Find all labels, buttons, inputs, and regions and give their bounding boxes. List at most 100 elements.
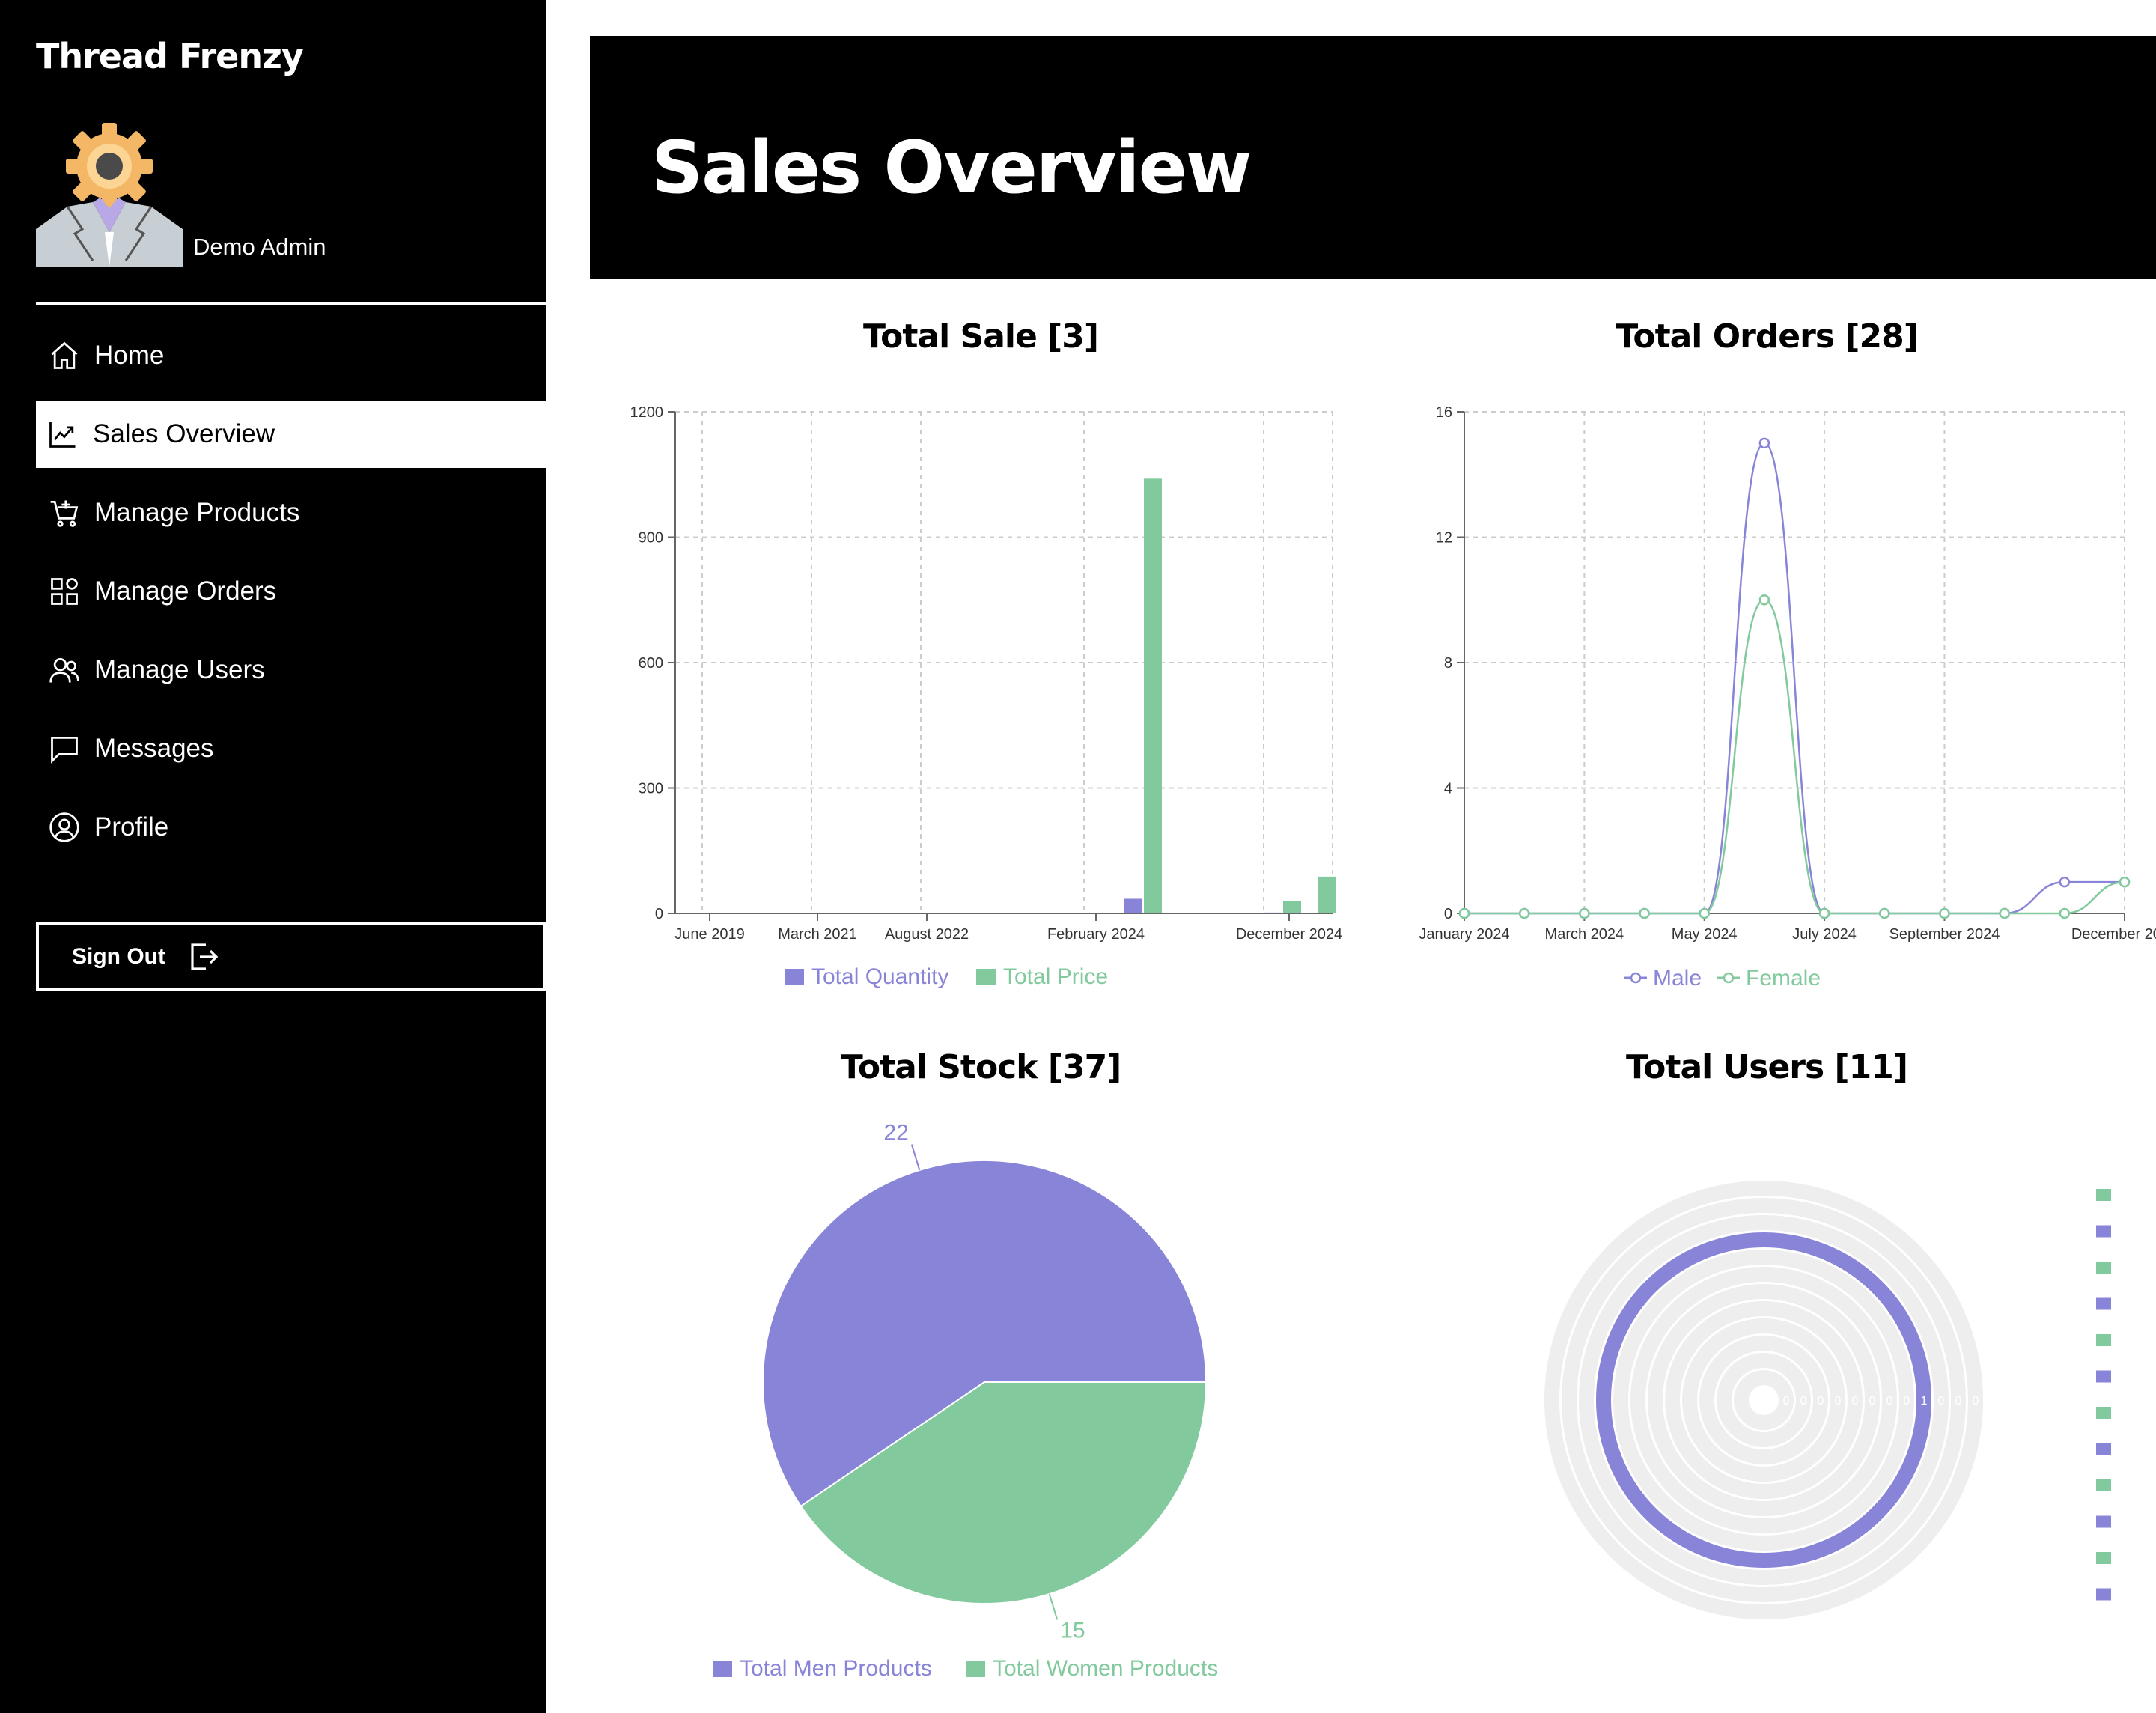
sidebar-item-messages[interactable]: Messages bbox=[36, 715, 546, 782]
legend-swatch bbox=[2096, 1552, 2111, 1564]
sidebar-item-home[interactable]: Home bbox=[36, 322, 546, 389]
point-female bbox=[1818, 907, 1830, 919]
point-female bbox=[1758, 594, 1770, 606]
radial-bar-value-label: 0 bbox=[1818, 1395, 1824, 1408]
message-icon bbox=[51, 736, 78, 764]
radial-background-ring bbox=[1717, 1353, 1811, 1447]
admin-name: Demo Admin bbox=[193, 234, 326, 260]
radial-bar-value-label: 0 bbox=[1938, 1395, 1945, 1408]
legend-swatch bbox=[2096, 1334, 2111, 1346]
sidebar-item-label: Sales Overview bbox=[93, 419, 275, 448]
y-tick-label: 4 bbox=[1444, 781, 1452, 797]
bar-total-price bbox=[1144, 478, 1162, 913]
radial-background-ring bbox=[1734, 1370, 1794, 1430]
pie-value-label: 15 bbox=[1060, 1618, 1085, 1643]
sidebar-item-label: Profile bbox=[94, 812, 169, 842]
x-tick-label: September 2024 bbox=[1889, 926, 2000, 943]
point-female bbox=[1579, 907, 1590, 919]
radial-background-ring bbox=[1562, 1198, 1966, 1602]
y-tick-label: 8 bbox=[1444, 655, 1452, 672]
y-tick-label: 0 bbox=[1444, 906, 1452, 922]
radial-background-ring bbox=[1665, 1301, 1863, 1499]
pie-value-label: 22 bbox=[883, 1121, 908, 1145]
legend-swatch bbox=[2096, 1588, 2111, 1601]
radial-bar-value-label: 0 bbox=[1886, 1395, 1893, 1408]
x-tick-label: January 2024 bbox=[1419, 926, 1509, 943]
x-tick-label: July 2024 bbox=[1792, 926, 1857, 943]
sidebar-item-manage-orders[interactable]: Manage Orders bbox=[36, 558, 546, 625]
user-circle-icon bbox=[49, 812, 79, 842]
legend-marker-female bbox=[1723, 972, 1735, 984]
legend-swatch bbox=[2096, 1370, 2111, 1383]
y-tick-label: 1200 bbox=[630, 404, 664, 421]
radial-background-ring bbox=[1648, 1284, 1880, 1516]
legend-swatch bbox=[2096, 1297, 2111, 1310]
pie-slice-women bbox=[800, 1381, 1208, 1604]
legend-swatch-women-products bbox=[966, 1661, 985, 1677]
point-female bbox=[1639, 907, 1650, 919]
legend-swatch bbox=[2096, 1515, 2111, 1528]
x-tick-label: March 2021 bbox=[778, 926, 857, 943]
radial-bar-value-label: 1 bbox=[1921, 1395, 1928, 1408]
total-users-chart-title: Total Users [11] bbox=[1626, 1048, 1908, 1086]
legend-swatch bbox=[2096, 1262, 2111, 1274]
radial-bar-value-label: 0 bbox=[1955, 1395, 1962, 1408]
sidebar-item-sales-overview[interactable]: Sales Overview bbox=[36, 401, 546, 468]
x-tick-label: June 2019 bbox=[674, 926, 744, 943]
radial-background-ring bbox=[1699, 1336, 1828, 1464]
point-female bbox=[1939, 907, 1950, 919]
point-female bbox=[1879, 907, 1890, 919]
pie-label-line bbox=[910, 1144, 921, 1171]
radial-bar-value-label: 0 bbox=[1800, 1395, 1807, 1408]
radial-bar-value-label: 0 bbox=[1869, 1395, 1876, 1408]
legend-swatch-men-products bbox=[713, 1661, 732, 1677]
y-tick-label: 300 bbox=[639, 781, 663, 797]
sign-out-label: Sign Out bbox=[72, 944, 165, 969]
legend-swatch-total-quantity bbox=[785, 969, 804, 985]
point-female bbox=[2059, 907, 2071, 919]
x-tick-label: May 2024 bbox=[1672, 926, 1738, 943]
legend-swatch bbox=[2096, 1225, 2111, 1238]
radial-background-ring bbox=[1613, 1250, 1914, 1551]
admin-avatar bbox=[36, 123, 183, 267]
radial-bar-value-label: 0 bbox=[1835, 1395, 1842, 1408]
y-tick-label: 16 bbox=[1436, 404, 1452, 421]
radial-background-ring bbox=[1630, 1267, 1897, 1533]
y-tick-label: 900 bbox=[639, 530, 663, 547]
home-icon bbox=[51, 341, 78, 369]
page-title: Sales Overview bbox=[651, 126, 1252, 210]
sidebar-item-manage-users[interactable]: Manage Users bbox=[36, 636, 546, 704]
x-tick-label: February 2024 bbox=[1047, 926, 1145, 943]
radial-background-ring bbox=[1579, 1215, 1949, 1585]
line-series-male bbox=[1464, 442, 2125, 915]
legend-swatch-total-price bbox=[976, 969, 996, 985]
legend-swatch bbox=[2096, 1443, 2111, 1455]
radial-background-ring bbox=[1544, 1181, 1983, 1619]
total-stock-chart-title: Total Stock [37] bbox=[840, 1048, 1122, 1086]
sidebar-item-manage-products[interactable]: Manage Products bbox=[36, 479, 546, 547]
users-icon bbox=[49, 657, 79, 683]
radial-background-ring bbox=[1682, 1318, 1845, 1482]
pie-slice-men bbox=[762, 1160, 1208, 1508]
legend-label-men-products: Total Men Products bbox=[740, 1656, 932, 1681]
point-male bbox=[1758, 437, 1770, 449]
gear-icon bbox=[66, 123, 153, 210]
sign-out-button[interactable]: Sign Out bbox=[36, 922, 546, 991]
y-tick-label: 600 bbox=[639, 655, 663, 672]
total-stock-pie-chart: 22 15 Total Men Products Total Women Produc… bbox=[713, 1121, 1218, 1681]
legend-swatch bbox=[2096, 1407, 2111, 1419]
radial-bar bbox=[1596, 1232, 1931, 1568]
line-series-female bbox=[1464, 598, 2125, 915]
legend-marker-male bbox=[1630, 972, 1642, 984]
grid-icon bbox=[51, 578, 78, 605]
sidebar-item-label: Manage Users bbox=[94, 655, 265, 684]
radial-bar-value-label: 0 bbox=[1973, 1395, 1979, 1408]
x-tick-label: August 2022 bbox=[885, 926, 969, 943]
radial-bar-value-label: 0 bbox=[1904, 1395, 1910, 1408]
point-female bbox=[1518, 907, 1530, 919]
total-orders-line-chart: 0 4 8 12 16 January 2024 March 2024 May 2024 Jul… bbox=[1419, 404, 2156, 991]
point-male bbox=[2059, 876, 2071, 888]
x-tick-label: December 2024 bbox=[2071, 926, 2156, 943]
sidebar-item-profile[interactable]: Profile bbox=[36, 794, 546, 861]
